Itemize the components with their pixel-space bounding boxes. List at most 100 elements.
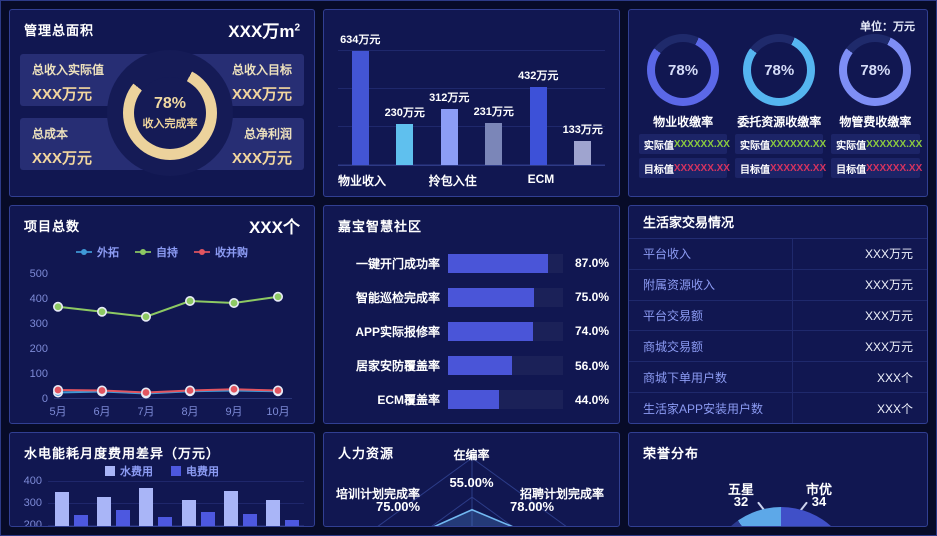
projects-line-chart: 0 100 200 300 400 500 5月 6月 7月 8月 9月 10月 <box>30 268 292 418</box>
hbar-track <box>448 253 563 273</box>
community-bar-chart: 一键开门成功率 87.0% 智能巡检完成率 75.0% APP实际报修率 74.… <box>336 246 609 417</box>
actual-value: XXXXXX.XX <box>769 138 827 150</box>
line-series <box>57 388 279 394</box>
legend-item[interactable]: 自持 <box>135 244 178 260</box>
gauge-ring: 78% <box>743 34 816 106</box>
bar <box>351 51 369 165</box>
svg-text:500: 500 <box>30 268 48 280</box>
panel-community: 嘉宝智慧社区 一键开门成功率 87.0% 智能巡检完成率 75.0% APP实际… <box>323 205 620 424</box>
bar-category-label <box>562 172 605 189</box>
line-series <box>57 295 279 318</box>
gauge-center: 78% <box>655 42 712 98</box>
hbar-fill <box>448 356 513 376</box>
bar-value-label: 133万元 <box>562 124 603 136</box>
utilities-legend: 水费用 电费用 <box>10 463 314 479</box>
gauge-actual-row: 实际值 XXXXXX.XX <box>734 134 827 154</box>
panel-hr: 人力资源 在编率 55.00% 培训计划完成率 75.00% 招聘计划完成率 7… <box>323 432 620 527</box>
legend-label: 收并购 <box>215 247 248 259</box>
gridline <box>48 525 304 526</box>
target-value: XXXXXX.XX <box>673 162 730 174</box>
table-row: 附属资源收入 XXX万元 <box>629 269 927 301</box>
table-row: 平台收入 XXX万元 <box>629 239 927 270</box>
gauge-label: 委托资源收缴率 <box>737 115 822 129</box>
svg-text:300: 300 <box>30 318 48 330</box>
panel-utilities: 水电能耗月度费用差异（万元） 水费用 电费用 400 300 200 <box>9 432 315 527</box>
panel-collection-gauges: 单位：万元 78% 物业收缴率 实际值 XXXXXX.XX 目标值 XXXXXX… <box>628 9 928 197</box>
row-value: XXX万元 <box>864 247 913 262</box>
unit-note: 单位：万元 <box>860 21 915 33</box>
legend-item[interactable]: 收并购 <box>194 244 248 260</box>
svg-text:0: 0 <box>42 393 48 405</box>
gauge-target-row: 目标值 XXXXXX.XX <box>734 158 827 178</box>
bar-column: 133万元 <box>561 121 606 165</box>
row-label: 平台收入 <box>629 239 793 269</box>
gauge-entrusted-collection: 78% 委托资源收缴率 实际值 XXXXXX.XX 目标值 XXXXXX.XX <box>731 34 827 178</box>
completion-percent: 78% <box>153 95 187 112</box>
svg-text:200: 200 <box>30 343 48 355</box>
svg-text:400: 400 <box>30 293 48 305</box>
panel-income-bars: 634万元 230万元 312万元 231万元 432万元 133万元 物业收入 拎包入住 E… <box>323 9 620 197</box>
hbar-track <box>448 287 563 307</box>
row-value: XXX万元 <box>864 339 913 354</box>
bar-group <box>266 500 300 526</box>
bar-group <box>54 492 88 526</box>
panel-area-overview: 管理总面积 XXX万m2 总收入实际值 XXX万元 总收入目标 XXX万元 总成… <box>9 9 315 197</box>
bar <box>574 141 592 165</box>
legend-item[interactable]: 外拓 <box>76 244 119 260</box>
bar <box>73 515 88 526</box>
panel-title: 人力资源 <box>338 446 395 461</box>
target-label: 目标值 <box>739 164 770 176</box>
stat-label: 总成本 <box>32 127 69 141</box>
target-value: XXXXXX.XX <box>769 162 827 174</box>
actual-label: 实际值 <box>836 140 867 152</box>
panel-honor: 荣誉分布 五星 32 市优 34 <box>628 432 928 527</box>
radar-axis-value: 75.00% <box>376 499 421 514</box>
pie-slice-value: 34 <box>811 494 827 509</box>
hbar-value: 75.0% <box>574 290 609 305</box>
bar-column: 230万元 <box>383 104 428 165</box>
hbar-fill <box>448 287 535 307</box>
completion-ring: 78% 收入完成率 <box>123 66 217 160</box>
hbar-label: 居家安防覆盖率 <box>355 359 440 374</box>
bar <box>242 514 257 526</box>
stat-value: XXX万元 <box>231 150 292 167</box>
row-value: XXX个 <box>876 370 913 385</box>
gauge-management-fee-collection: 78% 物管费收缴率 实际值 XXXXXX.XX 目标值 XXXXXX.XX <box>827 34 923 178</box>
bar-value-label: 312万元 <box>429 92 470 104</box>
y-tick-label: 200 <box>23 519 42 527</box>
bar-value-label: 634万元 <box>340 34 381 46</box>
svg-text:9月: 9月 <box>225 406 242 418</box>
hbar-label: 一键开门成功率 <box>355 256 440 271</box>
svg-text:8月: 8月 <box>181 406 198 418</box>
svg-text:10月: 10月 <box>266 406 289 418</box>
hbar-label: APP实际报修率 <box>355 324 440 339</box>
bar <box>285 520 300 526</box>
gauge-center: 78% <box>751 42 808 98</box>
panel-lifehome: 生活家交易情况 平台收入 XXX万元 附属资源收入 XXX万元 平台交易额 XX… <box>628 205 928 424</box>
hbar-value: 44.0% <box>574 392 609 407</box>
bar <box>139 488 154 526</box>
legend-item[interactable]: 电费用 <box>171 463 219 479</box>
radar-axis-label: 培训计划完成率 <box>336 487 421 501</box>
gauge-actual-row: 实际值 XXXXXX.XX <box>638 134 730 154</box>
row-value: XXX个 <box>876 401 913 416</box>
panel-title: 项目总数 <box>24 219 81 234</box>
gauge-grid: 78% 物业收缴率 实际值 XXXXXX.XX 目标值 XXXXXX.XX 78… <box>635 34 923 178</box>
bar <box>181 500 196 526</box>
row-label: 商城下单用户数 <box>629 362 793 393</box>
legend-marker <box>76 247 92 257</box>
row-value: XXX万元 <box>864 309 913 324</box>
hbar-value: 74.0% <box>574 324 609 339</box>
pie-slice-label: 市优 <box>805 482 832 497</box>
hbar-fill <box>448 253 549 273</box>
honor-pie <box>706 507 856 526</box>
legend-marker <box>194 247 210 257</box>
gauge-label: 物管费收缴率 <box>839 115 912 129</box>
radar-axis-value: 55.00% <box>449 475 494 490</box>
income-bar-chart: 634万元 230万元 312万元 231万元 432万元 133万元 <box>338 20 605 166</box>
bar <box>485 123 503 165</box>
bar-category-label <box>386 172 429 189</box>
legend-item[interactable]: 水费用 <box>105 463 153 479</box>
legend-label: 电费用 <box>186 466 219 478</box>
stat-label: 总收入目标 <box>231 63 292 77</box>
